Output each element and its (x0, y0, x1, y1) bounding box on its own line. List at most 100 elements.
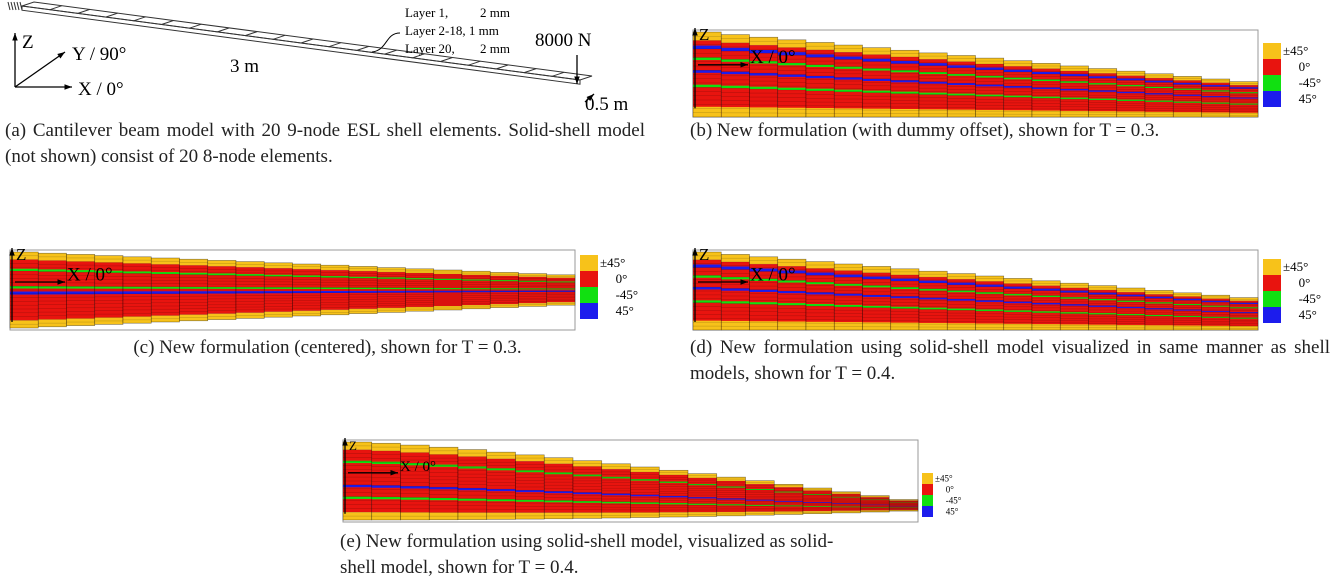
layer (831, 503, 861, 505)
layer (919, 109, 948, 117)
layer (1173, 94, 1202, 96)
layer (1201, 102, 1230, 104)
layer (659, 470, 688, 475)
layer (1032, 71, 1061, 75)
layer (400, 463, 430, 466)
element-edge (496, 64, 509, 70)
layer (862, 272, 891, 330)
layer (1145, 302, 1174, 304)
layer (573, 501, 602, 503)
layer (349, 276, 378, 279)
layer (264, 291, 293, 294)
layer (721, 107, 750, 117)
layer (947, 273, 976, 280)
layer (1145, 86, 1174, 89)
element-edge (551, 71, 565, 77)
layer (349, 308, 378, 314)
layer (1003, 69, 1032, 72)
layer (1088, 298, 1117, 301)
element-edge (440, 57, 453, 62)
layer (264, 262, 293, 269)
layer (236, 274, 265, 276)
layer (721, 261, 750, 330)
layer (207, 291, 236, 294)
layer (975, 94, 1004, 97)
layer (745, 499, 775, 501)
layer (320, 287, 349, 290)
layer (919, 72, 948, 75)
layer (975, 58, 1004, 64)
layer (1116, 84, 1145, 87)
layer (490, 290, 519, 293)
layer (947, 61, 976, 117)
layer (546, 302, 575, 306)
layer (1116, 75, 1145, 117)
layer (834, 56, 863, 60)
layer (1032, 285, 1061, 330)
layer (264, 311, 293, 318)
layer (659, 481, 688, 483)
legend-swatch (1263, 75, 1281, 91)
layer (919, 52, 948, 60)
legend-swatch (580, 271, 598, 287)
layer (546, 288, 575, 290)
layer (831, 491, 861, 494)
axis-label: Z (16, 245, 26, 264)
layer (38, 253, 67, 261)
layer (693, 259, 722, 330)
layer (1201, 325, 1230, 330)
caption: (a) Cantilever beam model with 20 9-node… (5, 120, 645, 167)
layer (405, 287, 434, 290)
layer (123, 316, 152, 324)
layer (890, 322, 919, 330)
layer (320, 276, 349, 278)
layer (721, 254, 750, 262)
layer (688, 483, 717, 486)
support (13, 1, 17, 11)
layer (721, 34, 750, 43)
layer (1173, 80, 1202, 117)
layer (1229, 302, 1258, 305)
layer (919, 322, 948, 330)
layer (1088, 324, 1117, 330)
layer (1229, 307, 1258, 309)
layer (1032, 68, 1061, 117)
layer (1201, 295, 1230, 299)
layer (774, 505, 803, 507)
dimension: 0.5 m (585, 94, 629, 115)
layer (405, 278, 434, 280)
layer (806, 282, 835, 285)
arrow-head (342, 438, 348, 446)
layer (630, 466, 660, 473)
layer (515, 454, 545, 462)
legend-swatch (922, 495, 933, 506)
layer (1032, 110, 1061, 117)
layer (1229, 297, 1258, 301)
layer (1032, 295, 1061, 298)
layer (947, 65, 976, 68)
element-edge (217, 27, 230, 33)
layer (486, 468, 516, 471)
layer (433, 278, 462, 280)
layer (207, 273, 236, 276)
layer (919, 297, 948, 300)
layer (975, 281, 1004, 330)
layer (371, 450, 401, 513)
layer (947, 93, 976, 96)
layer (1145, 314, 1174, 317)
layer (66, 270, 95, 273)
layer (1003, 66, 1032, 117)
legend-swatch (1263, 275, 1281, 291)
element-edge (356, 45, 369, 51)
layer (1116, 91, 1145, 94)
layer (890, 70, 919, 73)
layer (975, 300, 1004, 302)
layer (716, 481, 746, 512)
layer (919, 92, 948, 95)
layer (343, 442, 372, 450)
legend-label: 45° (946, 506, 959, 516)
layer (1173, 309, 1202, 311)
layer (371, 512, 401, 520)
